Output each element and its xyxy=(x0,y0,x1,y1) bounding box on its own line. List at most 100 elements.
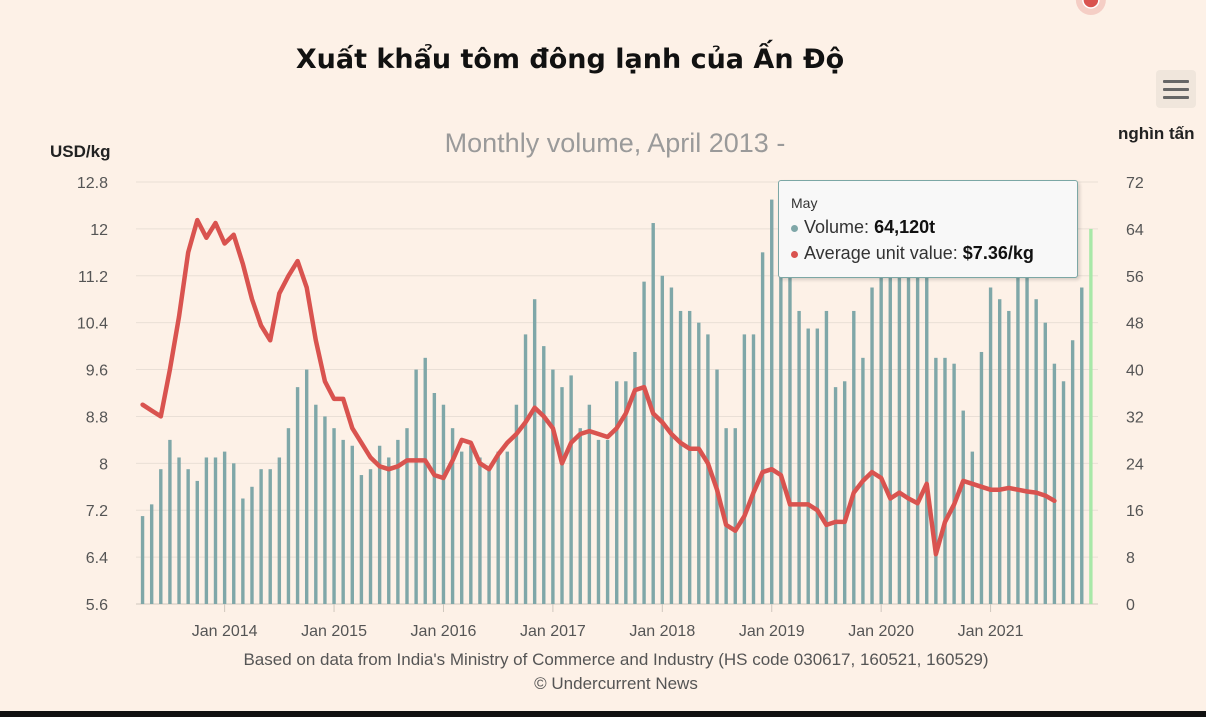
volume-bar xyxy=(751,334,756,604)
price-dot-icon xyxy=(791,250,798,258)
left-tick-label: 12 xyxy=(90,222,108,239)
right-tick-label: 24 xyxy=(1126,456,1144,473)
left-tick-label: 8 xyxy=(99,456,108,473)
volume-bar xyxy=(979,351,984,604)
hamburger-menu-icon[interactable] xyxy=(1156,70,1196,108)
volume-bar xyxy=(934,357,938,604)
volume-bar xyxy=(815,328,820,604)
volume-bar xyxy=(742,334,747,604)
volume-bar xyxy=(177,457,181,604)
volume-bar xyxy=(478,457,482,604)
volume-bar xyxy=(879,240,883,604)
left-tick-label: 6.4 xyxy=(86,550,108,567)
volume-bar xyxy=(551,369,555,604)
volume-bar xyxy=(770,199,774,605)
right-tick-label: 0 xyxy=(1126,597,1135,614)
volume-bar xyxy=(906,234,911,604)
x-tick-label: Jan 2015 xyxy=(301,623,367,640)
volume-bar xyxy=(1070,340,1075,604)
volume-bar xyxy=(532,299,537,604)
volume-bar xyxy=(615,381,619,604)
left-tick-label: 11.2 xyxy=(78,269,108,286)
volume-bar xyxy=(842,381,847,604)
volume-bar xyxy=(487,469,491,604)
volume-bar xyxy=(250,486,254,604)
volume-bar xyxy=(870,287,874,604)
volume-bar xyxy=(1080,287,1084,604)
volume-bar xyxy=(241,498,245,604)
volume-bar xyxy=(396,439,400,604)
volume-bar xyxy=(359,475,364,604)
volume-bar xyxy=(387,457,391,604)
volume-bar xyxy=(806,328,810,604)
chart-title: Xuất khẩu tôm đông lạnh của Ấn Độ xyxy=(295,44,845,75)
tooltip-volume-value: 64,120t xyxy=(874,217,936,237)
volume-bar xyxy=(988,287,993,604)
price-line xyxy=(140,217,1057,557)
volume-bar xyxy=(961,410,965,604)
volume-bar xyxy=(523,334,528,604)
right-tick-label: 48 xyxy=(1126,316,1144,333)
volume-bar xyxy=(469,445,473,604)
volume-bar xyxy=(204,457,209,604)
volume-bar xyxy=(195,480,199,604)
volume-bar xyxy=(852,310,856,604)
volume-bar xyxy=(505,451,509,604)
volume-bar xyxy=(460,451,464,604)
volume-bar xyxy=(259,469,263,604)
volume-bar xyxy=(578,428,582,604)
volume-bar xyxy=(350,445,354,604)
volume-bar-highlighted xyxy=(1089,228,1093,604)
x-tick-label: Jan 2016 xyxy=(411,623,477,640)
volume-bar xyxy=(687,310,692,604)
volume-bar xyxy=(450,428,455,604)
x-tick-label: Jan 2014 xyxy=(192,623,258,640)
volume-bar xyxy=(1025,264,1029,604)
volume-bar xyxy=(377,445,382,604)
volume-bar xyxy=(669,287,674,604)
tooltip-volume-row: Volume: 64,120t xyxy=(791,217,935,238)
left-tick-label: 12.8 xyxy=(77,175,108,192)
volume-bar xyxy=(268,469,272,604)
bottom-border xyxy=(0,711,1206,717)
x-tick-label: Jan 2021 xyxy=(958,623,1024,640)
credit-copyright[interactable]: © Undercurrent News xyxy=(534,674,698,693)
volume-bar xyxy=(405,428,409,604)
right-tick-label: 72 xyxy=(1126,175,1144,192)
volume-bar xyxy=(168,439,172,604)
volume-bar xyxy=(970,451,975,604)
volume-bar xyxy=(797,310,801,604)
volume-bar xyxy=(605,439,610,604)
volume-bar xyxy=(925,234,929,604)
volume-bar xyxy=(624,381,628,604)
volume-bar xyxy=(824,310,829,604)
volume-bar xyxy=(952,363,956,604)
volume-bar xyxy=(414,369,418,604)
volume-bar xyxy=(441,404,446,604)
volume-bar xyxy=(514,404,519,604)
left-axis-title: USD/kg xyxy=(50,142,111,161)
volume-bar xyxy=(159,469,163,604)
volume-bar xyxy=(432,393,437,604)
volume-bar xyxy=(642,281,646,604)
volume-bar xyxy=(697,322,701,604)
volume-bar xyxy=(332,428,336,604)
volume-bar xyxy=(1016,264,1020,604)
left-tick-label: 9.6 xyxy=(86,363,108,380)
volume-bar xyxy=(733,428,737,604)
left-tick-label: 5.6 xyxy=(86,597,108,614)
volume-bar xyxy=(997,299,1002,604)
volume-bar xyxy=(596,439,601,604)
x-tick-label: Jan 2018 xyxy=(629,623,695,640)
volume-bar xyxy=(277,457,282,604)
x-tick-label: Jan 2019 xyxy=(739,623,805,640)
right-tick-label: 16 xyxy=(1126,503,1144,520)
chart-subtitle: Monthly volume, April 2013 - xyxy=(444,128,786,158)
volume-bar xyxy=(213,457,218,604)
volume-bar xyxy=(1034,299,1038,604)
right-tick-label: 32 xyxy=(1126,409,1144,426)
volume-bar xyxy=(897,240,902,604)
volume-bar xyxy=(915,234,920,604)
tooltip-price-label: Average unit value: xyxy=(804,243,958,263)
